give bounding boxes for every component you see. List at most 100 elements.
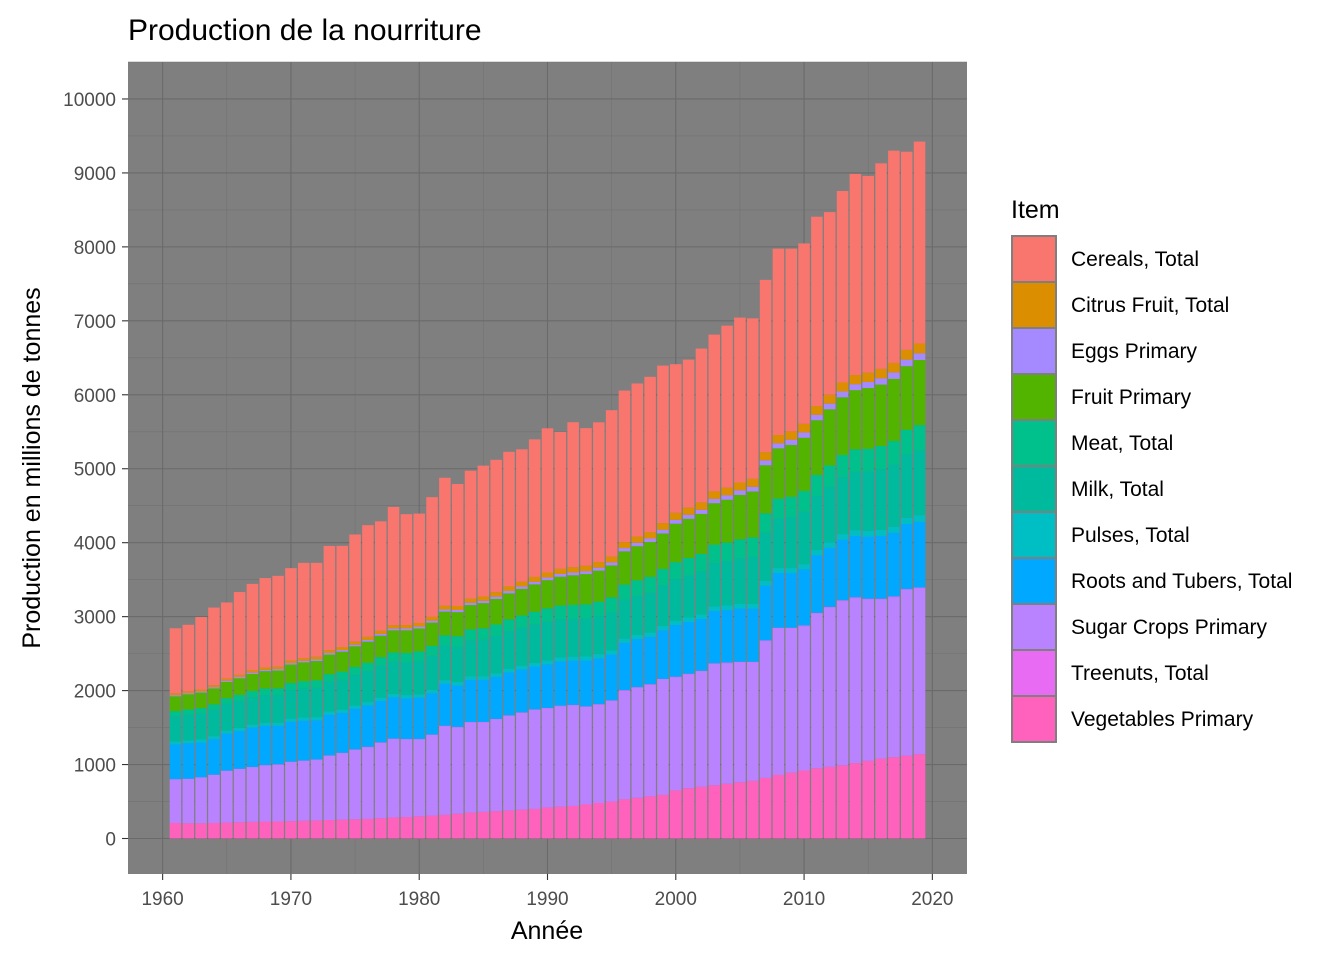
bar-segment: [721, 561, 733, 606]
bar-segment: [503, 590, 515, 594]
bar-segment: [849, 390, 862, 450]
bar-segment: [862, 471, 874, 531]
bar-segment: [631, 383, 644, 537]
bar-segment: [888, 464, 900, 527]
bar-segment: [362, 636, 374, 640]
bar-segment: [811, 496, 823, 551]
bar-segment: [310, 656, 323, 660]
bar-segment: [259, 725, 272, 766]
bar-segment: [862, 372, 874, 382]
bar-segment: [875, 163, 887, 369]
bar-segment: [310, 661, 323, 681]
bar-segment: [605, 556, 618, 563]
bar-segment: [554, 806, 567, 839]
bar-segment: [233, 676, 246, 679]
bar-segment: [913, 587, 926, 589]
bar-segment: [593, 803, 605, 839]
bar-segment: [708, 491, 721, 499]
bar-segment: [233, 727, 246, 732]
bar-segment: [528, 624, 541, 663]
bar-segment: [823, 486, 836, 543]
bar-segment: [362, 818, 374, 839]
bar-segment: [618, 638, 631, 643]
bar-segment: [221, 733, 233, 771]
bar-segment: [554, 657, 567, 662]
bar-segment: [195, 692, 207, 709]
legend-label: Milk, Total: [1071, 478, 1164, 501]
bar-segment: [644, 636, 656, 685]
legend-key: [1011, 281, 1057, 329]
legend-key: [1011, 557, 1057, 605]
bar-segment: [567, 572, 579, 576]
bar-segment: [336, 545, 349, 648]
bar-segment: [734, 603, 746, 609]
bar-segment: [362, 641, 374, 663]
bar-segment: [734, 539, 746, 559]
bar-segment: [221, 698, 233, 704]
bar-segment: [323, 714, 336, 756]
bar-segment: [439, 683, 451, 726]
bar-segment: [836, 382, 849, 392]
bar-segment: [387, 739, 400, 818]
bar-segment: [182, 691, 195, 694]
bar-segment: [670, 562, 682, 580]
bar-segment: [413, 623, 425, 627]
bar-segment: [477, 639, 490, 677]
bar-segment: [772, 448, 785, 499]
bar-segment: [746, 603, 759, 609]
bar-segment: [888, 532, 900, 597]
bar-segment: [374, 630, 387, 634]
bar-segment: [387, 661, 400, 694]
bar-segment: [195, 742, 207, 778]
bar-segment: [233, 674, 246, 677]
bar-segment: [259, 722, 272, 726]
bar-segment: [439, 635, 451, 646]
bar-segment: [182, 778, 195, 824]
bar-segment: [541, 664, 554, 708]
bar-segment: [836, 477, 849, 535]
legend-label: Fruit Primary: [1071, 386, 1192, 409]
bar-segment: [323, 711, 336, 715]
bar-segment: [400, 652, 413, 663]
bar-segment: [336, 712, 349, 753]
bar-segment: [503, 586, 515, 591]
legend-label: Citrus Fruit, Total: [1071, 294, 1229, 317]
bar-segment: [490, 673, 502, 677]
bar-segment: [477, 811, 490, 839]
bar-segment: [387, 625, 400, 629]
bar-segment: [670, 620, 682, 625]
bar-segment: [618, 690, 631, 800]
y-tick-label: 0: [105, 830, 116, 851]
y-tick-label: 5000: [74, 460, 116, 481]
bar-segment: [374, 635, 387, 658]
bar-segment: [836, 765, 849, 839]
bar-segment: [567, 660, 579, 705]
bar-segment: [246, 767, 259, 822]
y-tick-label: 7000: [74, 312, 116, 333]
y-tick-label: 2000: [74, 682, 116, 703]
bar-segment: [734, 782, 746, 839]
bar-segment: [913, 450, 926, 516]
bar-segment: [323, 674, 336, 682]
bar-segment: [246, 690, 259, 698]
bar-segment: [195, 617, 207, 690]
bar-segment: [913, 360, 926, 426]
bar-segment: [875, 598, 887, 600]
bar-segment: [670, 512, 682, 520]
bar-segment: [297, 681, 310, 689]
bar-segment: [785, 573, 798, 628]
bar-segment: [759, 580, 772, 586]
bar-segment: [746, 780, 759, 839]
bar-segment: [811, 550, 823, 556]
bar-segment: [528, 808, 541, 839]
bar-segment: [734, 558, 746, 604]
bar-segment: [233, 694, 246, 701]
bar-segment: [413, 626, 425, 629]
bar-segment: [554, 576, 567, 606]
bar-segment: [605, 700, 618, 701]
bar-segment: [759, 641, 772, 778]
bar-segment: [272, 821, 284, 839]
legend-key: [1011, 465, 1057, 513]
